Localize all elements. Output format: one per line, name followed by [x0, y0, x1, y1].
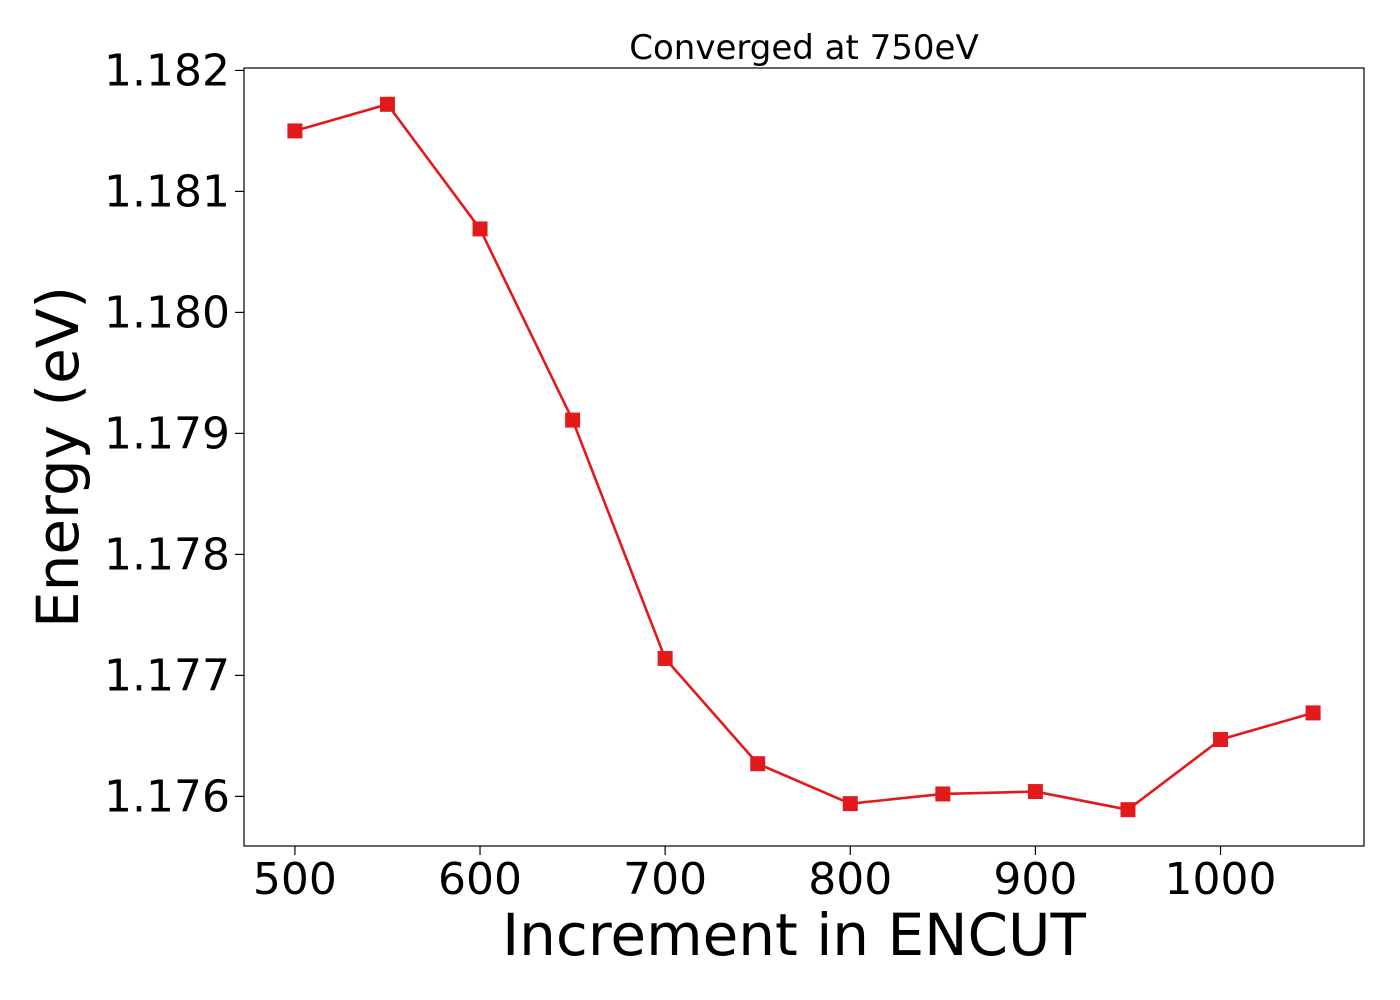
x-axis: 500 600 700 800 900 1000 — [253, 846, 1277, 905]
plot-frame — [243, 67, 1365, 847]
x-tick-label: 500 — [253, 854, 337, 905]
x-tick-label: 600 — [438, 854, 522, 905]
x-axis-label: Increment in ENCUT — [502, 901, 1086, 969]
y-axis: 1.176 1.177 1.178 1.179 1.180 1.181 1.182 — [104, 45, 244, 822]
y-axis-label: Energy (eV) — [24, 286, 92, 628]
data-point — [1213, 732, 1229, 748]
data-point — [657, 650, 673, 666]
data-point — [750, 756, 766, 772]
x-tick-label: 1000 — [1165, 854, 1277, 905]
plot-series — [287, 96, 1321, 818]
y-tick-label: 1.180 — [104, 287, 230, 338]
y-tick-label: 1.179 — [104, 408, 230, 459]
data-point — [379, 96, 395, 112]
data-point — [935, 786, 951, 802]
x-tick-label: 800 — [808, 854, 892, 905]
y-tick-label: 1.176 — [104, 771, 230, 822]
data-point — [287, 123, 303, 139]
plot-background — [244, 68, 1364, 846]
data-point — [1027, 784, 1043, 800]
y-tick-label: 1.178 — [104, 529, 230, 580]
data-point — [842, 796, 858, 812]
x-tick-label: 900 — [993, 854, 1077, 905]
data-point — [1120, 802, 1136, 818]
chart-title: Converged at 750eV — [629, 28, 978, 68]
y-tick-label: 1.177 — [104, 650, 230, 701]
y-tick-label: 1.182 — [104, 45, 230, 96]
data-point — [472, 221, 488, 237]
series-line — [294, 103, 1314, 812]
y-tick-label: 1.181 — [104, 166, 230, 217]
data-point — [1305, 705, 1321, 721]
data-point — [565, 412, 581, 428]
x-tick-label: 700 — [623, 854, 707, 905]
